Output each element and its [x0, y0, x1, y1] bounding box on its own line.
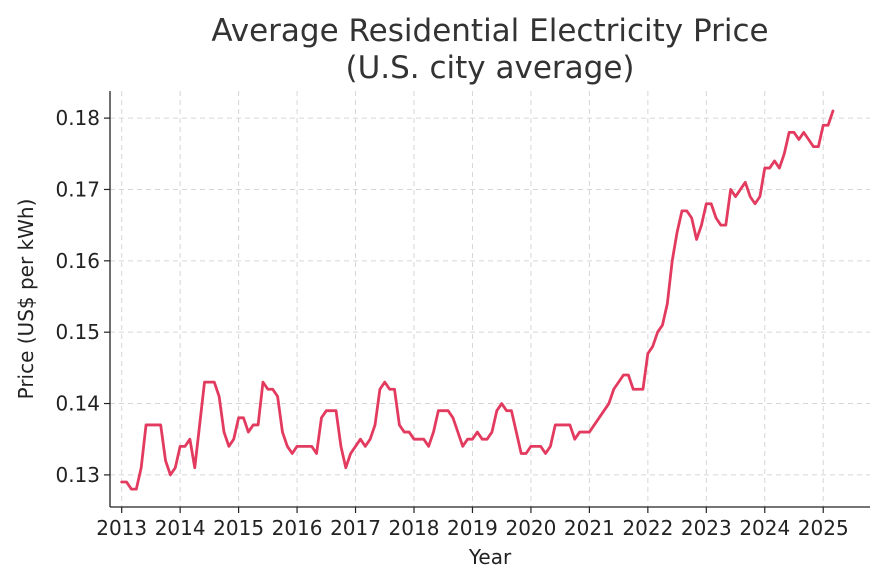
- x-tick-label: 2018: [389, 516, 440, 540]
- grid: [110, 91, 870, 507]
- x-tick-label: 2022: [622, 516, 673, 540]
- y-tick-label: 0.14: [55, 392, 100, 416]
- x-tick-label: 2023: [681, 516, 732, 540]
- x-tick-label: 2016: [272, 516, 323, 540]
- y-axis-ticks: 0.13 0.14 0.15 0.16 0.17 0.18: [55, 106, 110, 487]
- x-axis-ticks: 2013 2014 2015 2016 2017 2018 2019 2020 2021 2022…: [96, 507, 849, 540]
- y-tick-label: 0.13: [55, 463, 100, 487]
- x-tick-label: 2025: [798, 516, 849, 540]
- y-tick-label: 0.16: [55, 249, 100, 273]
- axes: [109, 91, 870, 508]
- chart-title-line-1: Average Residential Electricity Price: [211, 13, 768, 49]
- y-axis-label: Price (US$ per kWh): [14, 199, 38, 400]
- y-tick-label: 0.15: [55, 320, 100, 344]
- x-tick-label: 2021: [564, 516, 615, 540]
- x-tick-label: 2019: [447, 516, 498, 540]
- series-layer: [120, 109, 835, 491]
- chart-title-line-2: (U.S. city average): [345, 50, 634, 86]
- price-series-line: [120, 109, 835, 491]
- x-axis-label: Year: [468, 545, 512, 569]
- x-tick-label: 2013: [96, 516, 147, 540]
- x-tick-label: 2020: [505, 516, 556, 540]
- y-tick-label: 0.18: [55, 106, 100, 130]
- x-tick-label: 2017: [330, 516, 381, 540]
- x-tick-label: 2014: [155, 516, 206, 540]
- x-tick-label: 2015: [213, 516, 264, 540]
- y-tick-label: 0.17: [55, 177, 100, 201]
- x-tick-label: 2024: [739, 516, 790, 540]
